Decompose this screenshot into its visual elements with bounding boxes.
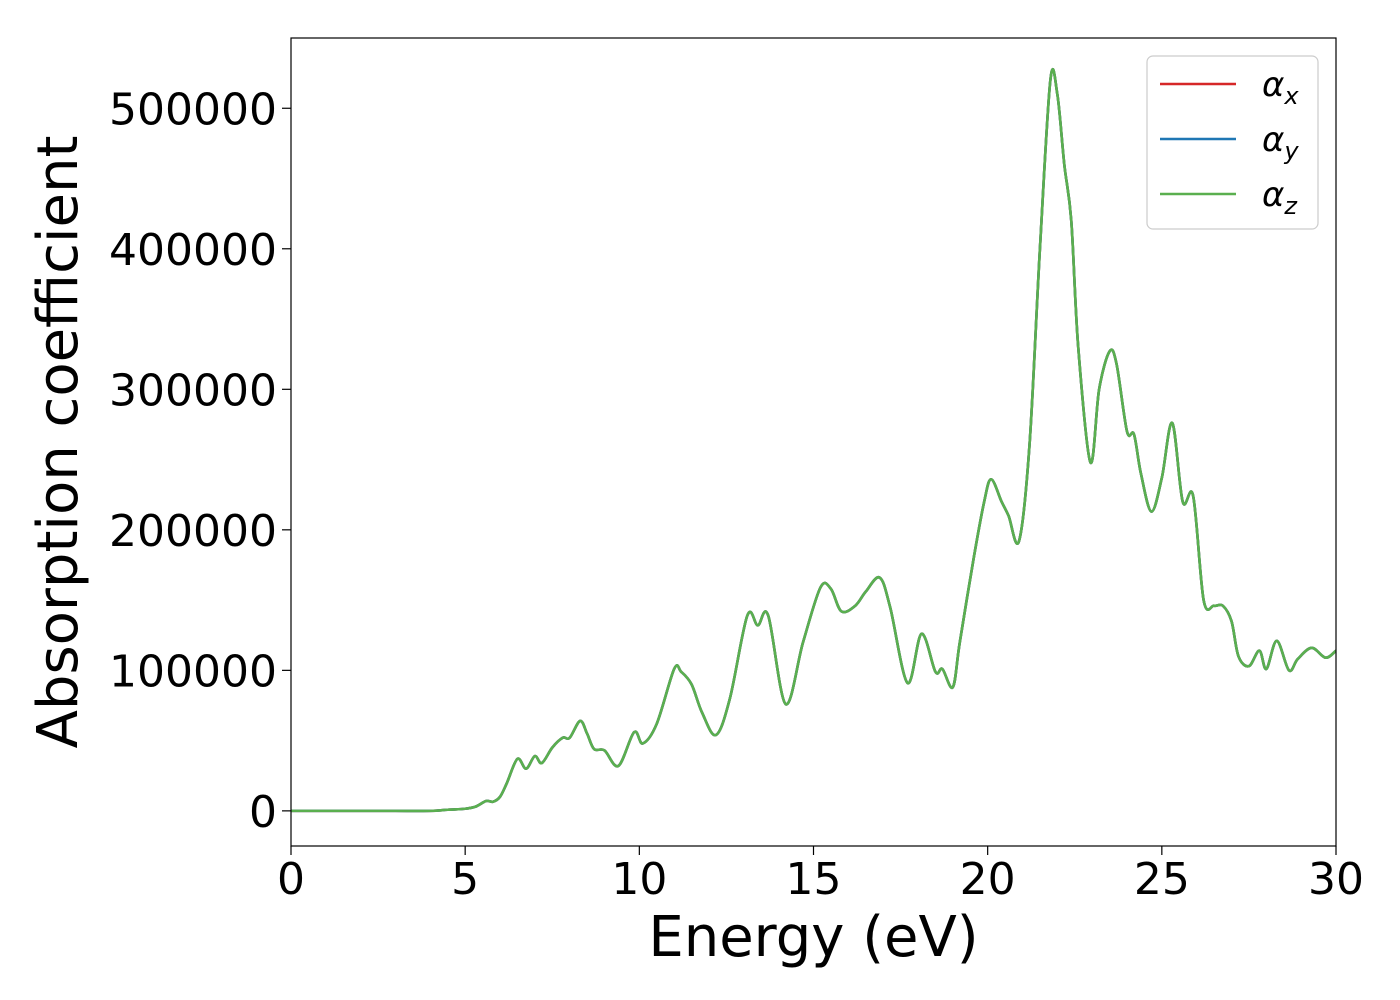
x-tick-label: 30 [1308, 854, 1364, 905]
x-tick-label: 15 [786, 854, 842, 905]
y-tick-label: 300000 [109, 365, 277, 416]
series-layer [291, 67, 1336, 813]
y-tick-label: 0 [249, 787, 277, 838]
legend: αx αy αz [1146, 55, 1319, 230]
x-tick-label: 0 [277, 854, 305, 905]
x-tick-label: 20 [960, 854, 1016, 905]
y-axis-title: Absorption coefficient [26, 136, 91, 749]
legend-box [1146, 55, 1319, 230]
legend-label-y: αy [1262, 120, 1299, 165]
legend-label-z: αz [1262, 175, 1298, 220]
y-tick-label: 400000 [109, 225, 277, 276]
x-axis: 0 5 10 15 20 25 30 [277, 846, 1364, 905]
y-tick-label: 200000 [109, 506, 277, 557]
y-tick-label: 100000 [109, 646, 277, 697]
y-axis: 0 100000 200000 300000 400000 500000 [109, 84, 291, 838]
y-tick-label: 500000 [109, 84, 277, 135]
x-tick-label: 10 [611, 854, 667, 905]
series-line-z [291, 67, 1336, 813]
x-tick-label: 25 [1134, 854, 1190, 905]
x-axis-title: Energy (eV) [648, 905, 978, 970]
legend-label-x: αx [1262, 65, 1299, 110]
x-tick-label: 5 [451, 854, 479, 905]
